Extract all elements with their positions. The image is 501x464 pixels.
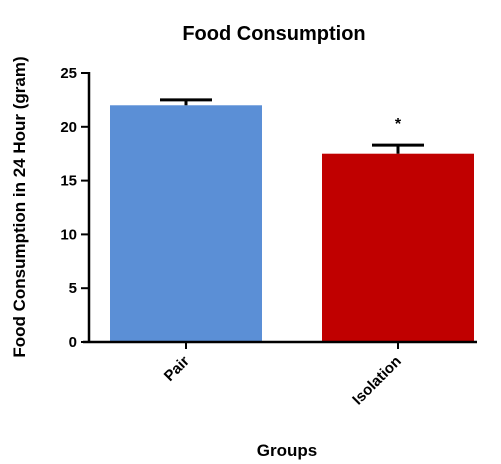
bar-isolation [322,153,474,342]
x-tick-label-isolation: Isolation [349,353,405,409]
y-tick-label-10: 10 [60,226,77,243]
x-tick-label-pair: Pair [161,353,193,385]
x-axis-label: Groups [257,441,317,460]
y-axis-label: Food Consumption in 24 Hour (gram) [10,56,29,357]
y-tick-label-0: 0 [69,334,77,351]
significance-marker-isolation: * [395,116,402,133]
y-tick-label-25: 25 [60,65,77,82]
chart-title: Food Consumption [182,23,365,45]
bar-pair [110,105,262,342]
y-tick-label-5: 5 [69,280,77,297]
plot-area: * 0 5 10 15 20 25 Pair Isolation [60,65,477,408]
y-tick-label-20: 20 [60,119,77,136]
y-tick-label-15: 15 [60,173,77,190]
